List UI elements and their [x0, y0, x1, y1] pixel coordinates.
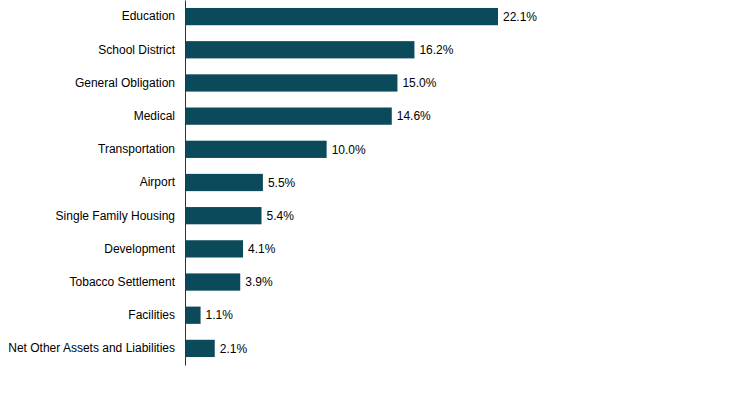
bar [185, 41, 414, 58]
data-label: 22.1% [503, 10, 537, 24]
tick: Single Family Housing [56, 209, 185, 223]
tick: Education [122, 9, 185, 23]
bars [185, 8, 498, 357]
tick: Net Other Assets and Liabilities [8, 341, 185, 355]
data-label: 16.2% [419, 43, 453, 57]
bar [185, 108, 392, 125]
data-label: 1.1% [206, 308, 234, 322]
tick: General Obligation [75, 76, 185, 90]
tick-label: Facilities [128, 308, 175, 322]
data-label: 5.5% [268, 176, 296, 190]
tick: Development [104, 242, 185, 256]
tick: Medical [134, 109, 185, 123]
tick-label: Tobacco Settlement [70, 275, 176, 289]
data-label: 15.0% [402, 76, 436, 90]
axis-line [185, 1, 186, 366]
bar [185, 307, 201, 324]
chart: Education School District General Obligati… [0, 0, 753, 397]
tick-label: Net Other Assets and Liabilities [8, 341, 175, 355]
data-label: 10.0% [332, 143, 366, 157]
data-label: 2.1% [220, 342, 248, 356]
data-labels: 22.1% 16.2% 15.0% 14.6% 10.0% 5.5% 5.4% 4.1% 3.9… [206, 10, 538, 356]
bar [185, 141, 327, 158]
data-label: 5.4% [266, 209, 294, 223]
plot: Education School District General Obligati… [8, 1, 537, 366]
tick: Airport [140, 175, 185, 189]
tick-label: General Obligation [75, 76, 175, 90]
data-label: 4.1% [248, 242, 276, 256]
bar [185, 273, 240, 290]
tick: Facilities [128, 308, 185, 322]
tick-label: Education [122, 9, 175, 23]
tick-label: Development [104, 242, 175, 256]
tick-label: School District [98, 43, 175, 57]
tick: School District [98, 43, 185, 57]
tick-label: Airport [140, 175, 176, 189]
bar [185, 340, 215, 357]
tick-label: Single Family Housing [56, 209, 175, 223]
bar [185, 240, 243, 257]
tick-label: Medical [134, 109, 175, 123]
bar [185, 174, 263, 191]
bar [185, 74, 397, 91]
tick-label: Transportation [98, 142, 175, 156]
tick: Transportation [98, 142, 185, 156]
bar [185, 8, 498, 25]
y-axis: Education School District General Obligati… [8, 1, 185, 366]
data-label: 3.9% [245, 275, 273, 289]
data-label: 14.6% [397, 109, 431, 123]
tick: Tobacco Settlement [70, 275, 185, 289]
bar [185, 207, 261, 224]
